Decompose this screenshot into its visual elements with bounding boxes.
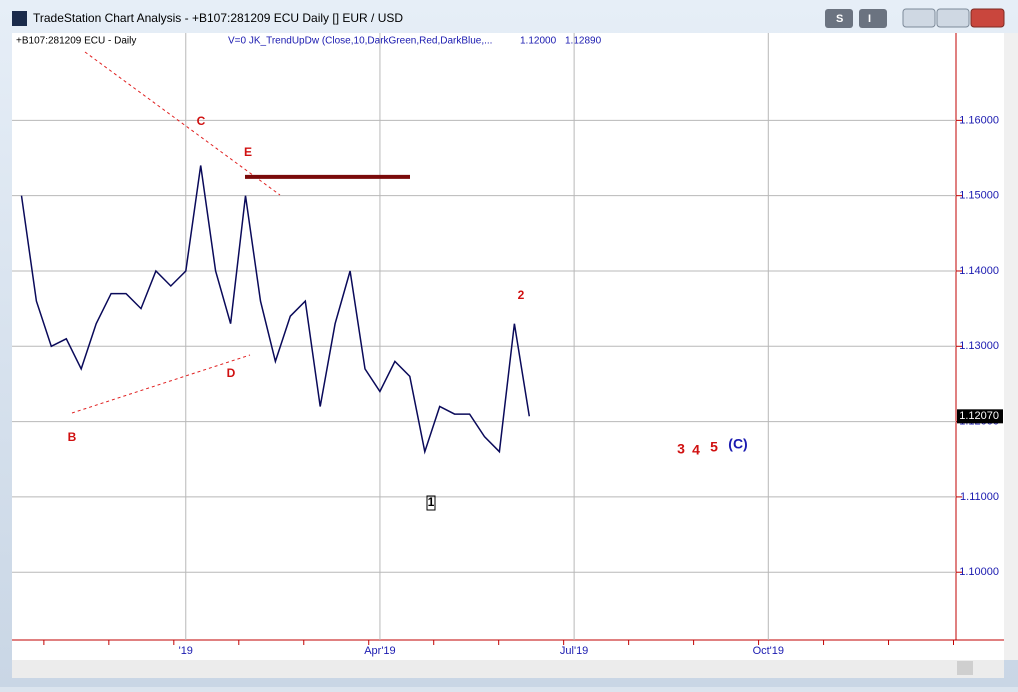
wave-label: 3 bbox=[677, 441, 685, 457]
y-tick-label: 1.16000 bbox=[959, 114, 999, 126]
minimize-button[interactable] bbox=[902, 8, 936, 28]
x-tick-label: Jul'19 bbox=[560, 645, 588, 657]
y-tick-label: 1.10000 bbox=[959, 566, 999, 578]
y-tick-label: 1.14000 bbox=[959, 265, 999, 277]
wave-label: 2 bbox=[518, 288, 525, 302]
x-tick-label: Apr'19 bbox=[364, 645, 395, 657]
scroll-thumb[interactable] bbox=[957, 661, 973, 675]
i-button[interactable] bbox=[859, 9, 887, 28]
wave-label: 1 bbox=[428, 495, 435, 509]
trendline bbox=[84, 51, 281, 196]
y-tick-label: 1.11000 bbox=[960, 491, 999, 503]
wave-label: 4 bbox=[692, 442, 700, 458]
i-button-label: I bbox=[868, 13, 871, 25]
readout: 1.12000 bbox=[520, 36, 557, 47]
maximize-button[interactable] bbox=[936, 8, 970, 28]
wave-label: 5 bbox=[710, 439, 718, 455]
symbol-label: +B107:281209 ECU - Daily bbox=[16, 36, 136, 47]
wave-label: (C) bbox=[728, 436, 747, 452]
wave-label: D bbox=[227, 366, 236, 380]
price-line bbox=[20, 165, 531, 455]
readout: 1.12890 bbox=[565, 36, 602, 47]
wave-box bbox=[426, 495, 436, 511]
wave-label: E bbox=[244, 145, 252, 159]
app-icon bbox=[12, 11, 27, 26]
scrollbar[interactable] bbox=[12, 660, 1004, 678]
x-tick-label: '19 bbox=[179, 645, 193, 657]
wave-label: B bbox=[68, 430, 77, 444]
wave-label: C bbox=[197, 114, 206, 128]
s-button-label: S bbox=[836, 13, 843, 25]
side-panel bbox=[1004, 33, 1018, 660]
last-price-label: 1.12070 bbox=[959, 410, 999, 422]
y-tick-label: 1.15000 bbox=[959, 190, 999, 202]
close-button[interactable] bbox=[970, 8, 1005, 28]
trendline bbox=[71, 354, 251, 414]
window-title: TradeStation Chart Analysis - +B107:2812… bbox=[33, 11, 403, 25]
indicator-label: V=0 JK_TrendUpDw (Close,10,DarkGreen,Red… bbox=[228, 36, 492, 47]
last-price-box bbox=[957, 409, 1003, 424]
plot: 1.10000 1.11000 1.12000 1.13000 1.14000 1.150… bbox=[12, 33, 1003, 657]
y-tick-label: 1.13000 bbox=[959, 340, 999, 352]
x-tick-label: Oct'19 bbox=[753, 645, 784, 657]
s-button[interactable] bbox=[825, 9, 853, 28]
